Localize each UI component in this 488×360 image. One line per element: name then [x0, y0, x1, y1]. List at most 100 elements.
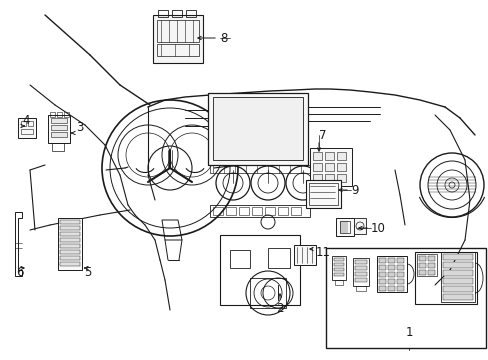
Text: 1: 1	[405, 325, 412, 338]
Bar	[334, 280, 342, 285]
Bar	[28, 121, 33, 126]
Bar	[249, 278, 285, 308]
Bar	[355, 286, 365, 291]
Bar	[396, 279, 403, 284]
Bar	[354, 272, 366, 276]
Bar	[331, 256, 346, 280]
Bar	[442, 254, 472, 260]
Bar	[50, 112, 55, 117]
Bar	[418, 270, 425, 275]
Text: 4: 4	[22, 113, 29, 126]
Bar	[442, 294, 472, 300]
Bar	[442, 278, 472, 284]
Bar	[51, 118, 67, 123]
Bar	[60, 256, 80, 260]
Bar	[396, 272, 403, 277]
Bar	[440, 252, 474, 302]
Bar	[325, 163, 333, 171]
Bar	[414, 252, 476, 304]
Bar	[396, 258, 403, 263]
Text: 8: 8	[220, 32, 227, 45]
Text: 9: 9	[350, 184, 358, 197]
Bar	[312, 152, 321, 160]
Bar	[418, 263, 425, 268]
Text: 2: 2	[276, 302, 283, 315]
Bar	[378, 265, 385, 270]
Bar	[376, 256, 406, 292]
Bar	[52, 143, 64, 151]
Text: 11: 11	[315, 247, 330, 260]
Bar	[333, 263, 343, 266]
Bar	[57, 112, 62, 117]
Bar	[387, 286, 394, 291]
Bar	[51, 132, 67, 137]
Bar	[396, 265, 403, 270]
Bar	[158, 10, 168, 17]
Bar	[427, 256, 434, 261]
Bar	[336, 174, 346, 182]
Bar	[378, 279, 385, 284]
Bar	[442, 262, 472, 268]
Bar	[354, 278, 366, 282]
Bar	[225, 207, 236, 215]
Bar	[387, 272, 394, 277]
Bar	[308, 183, 337, 205]
Text: 3: 3	[76, 121, 83, 134]
Bar	[21, 129, 33, 134]
Bar	[416, 254, 436, 276]
Bar	[267, 248, 289, 268]
Bar	[58, 218, 82, 270]
Bar	[264, 207, 274, 215]
Bar	[354, 260, 366, 264]
Bar	[157, 20, 199, 42]
Bar	[60, 238, 80, 242]
Bar	[333, 268, 343, 271]
Bar	[354, 266, 366, 270]
Bar	[352, 258, 368, 286]
Bar	[60, 262, 80, 266]
Bar	[442, 286, 472, 292]
Bar	[387, 265, 394, 270]
Text: 5: 5	[84, 266, 92, 279]
Bar	[333, 258, 343, 261]
Bar	[387, 279, 394, 284]
Bar	[293, 245, 315, 265]
Text: 10: 10	[370, 221, 385, 234]
Bar	[51, 125, 67, 130]
Bar	[353, 218, 365, 234]
Bar	[339, 221, 349, 233]
Bar	[378, 272, 385, 277]
Bar	[213, 207, 223, 215]
Bar	[18, 118, 36, 138]
Bar	[220, 235, 299, 305]
Bar	[427, 263, 434, 268]
Bar	[325, 152, 333, 160]
Bar	[207, 93, 307, 165]
Bar	[209, 205, 309, 217]
Bar	[64, 112, 69, 117]
Bar	[185, 10, 196, 17]
Bar	[251, 207, 262, 215]
Bar	[60, 226, 80, 230]
Bar	[48, 115, 70, 143]
Bar	[396, 286, 403, 291]
Bar	[209, 165, 309, 173]
Bar	[378, 286, 385, 291]
Text: 7: 7	[318, 129, 326, 141]
Bar	[305, 180, 340, 208]
Bar	[336, 163, 346, 171]
Text: 6: 6	[16, 266, 24, 279]
Bar	[312, 174, 321, 182]
Bar	[172, 10, 182, 17]
Bar	[229, 250, 249, 268]
Bar	[427, 270, 434, 275]
Bar	[157, 44, 199, 56]
Bar	[387, 258, 394, 263]
Bar	[333, 273, 343, 276]
Bar	[60, 244, 80, 248]
Bar	[60, 232, 80, 236]
Bar	[213, 97, 303, 160]
Bar	[335, 218, 353, 236]
Bar	[418, 256, 425, 261]
Bar	[60, 250, 80, 254]
